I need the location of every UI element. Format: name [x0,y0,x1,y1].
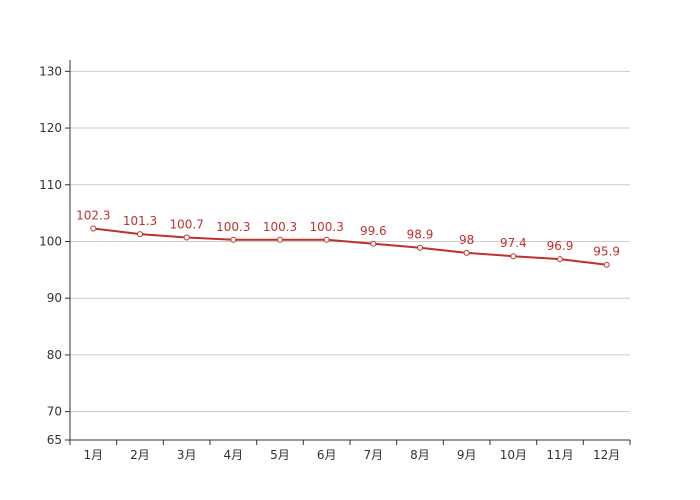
data-point [370,240,377,247]
data-label: 100.3 [216,220,250,234]
data-point [510,253,517,260]
data-point [137,231,143,238]
gridlines [70,70,630,413]
y-tick-label: 130 [39,64,62,78]
y-tick-label: 90 [47,291,62,305]
x-tick-label: 5月 [270,448,290,462]
data-label: 98 [459,233,474,247]
y-tick-label: 70 [47,405,62,419]
axes: 65 70 80 90 100 110 120 130 1月 2月 3月 4月 5月 6月 7月 8月 9月 10… [39,60,631,462]
y-tick-label: 120 [39,121,62,135]
x-tick-label: 1月 [84,448,104,462]
data-label: 98.9 [407,228,434,242]
x-tick-label: 7月 [364,448,384,462]
x-tick-label: 3月 [177,448,197,462]
y-tick-label: 110 [39,178,62,192]
x-tick-label: 12月 [593,448,620,462]
data-label: 97.4 [500,236,527,250]
x-tick-label: 6月 [317,448,337,462]
data-point [557,256,563,263]
x-tick-label: 10月 [500,448,527,462]
x-tick-label: 4月 [224,448,244,462]
y-tick-label: 80 [47,348,62,362]
data-point [603,261,610,268]
data-label: 100.7 [169,218,203,232]
y-tick-label: 100 [39,234,62,248]
x-tick-label: 9月 [457,448,477,462]
data-point [183,234,190,241]
series-line [93,227,607,266]
y-tick-label: 65 [47,433,62,447]
data-point [417,244,423,251]
data-label: 95.9 [593,245,620,259]
data-label: 102.3 [76,208,110,222]
data-point [463,249,470,256]
data-label: 96.9 [547,239,574,253]
data-label: 101.3 [123,214,157,228]
data-point [277,236,283,243]
data-point [230,236,237,243]
data-point [323,236,330,243]
data-label: 100.3 [309,220,343,234]
data-label: 100.3 [263,220,297,234]
series [90,225,610,268]
x-tick-label: 2月 [130,448,150,462]
x-tick-label: 8月 [410,448,430,462]
x-tick-label: 11月 [546,448,573,462]
data-labels: 102.3 101.3 100.7 100.3 100.3 100.3 99.6 98.9 98… [76,208,620,258]
data-label: 99.6 [360,224,387,238]
data-point [90,225,97,232]
